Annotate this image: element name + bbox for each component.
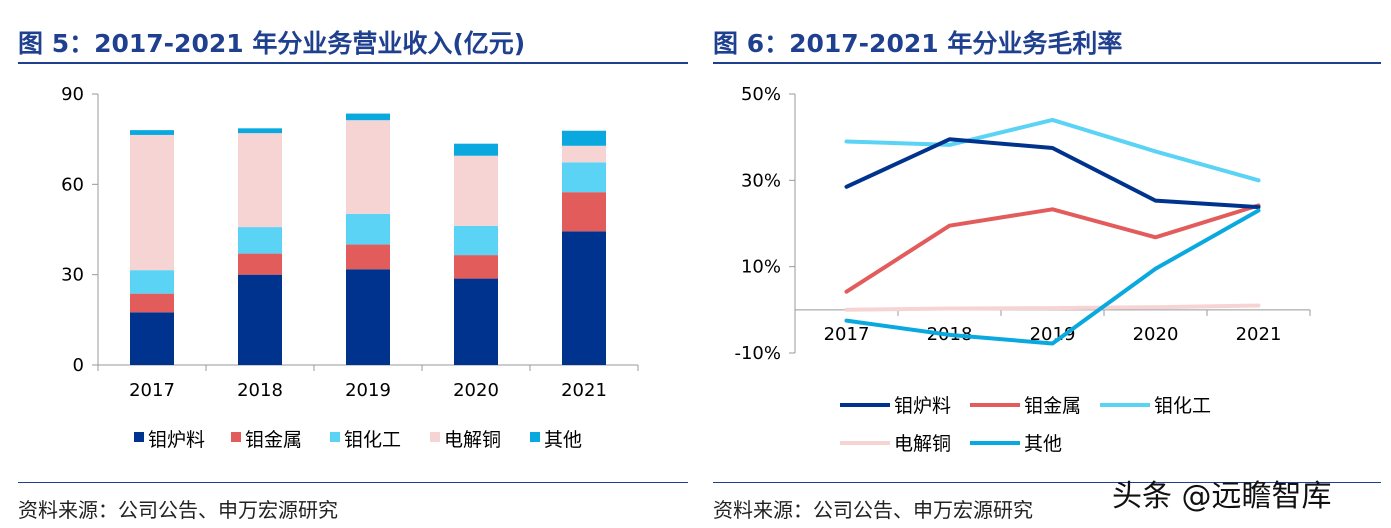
bar-segment: [346, 120, 390, 214]
bar-segment: [562, 130, 606, 146]
line-y-tick-label: -10%: [734, 343, 781, 364]
bar-segment: [562, 162, 606, 193]
bar-segment: [130, 134, 174, 271]
bar-legend-swatch: [231, 432, 241, 442]
bar-y-tick-label: 90: [61, 84, 84, 105]
line-x-tick-label: 2020: [1133, 324, 1179, 345]
bar-segment: [562, 145, 606, 163]
left-title-rule: [18, 62, 688, 64]
bar-segment: [130, 130, 174, 135]
left-footer-rule: [18, 482, 688, 483]
bar-x-tick-label: 2019: [345, 380, 391, 401]
left-source-note: 资料来源：公司公告、申万宏源研究: [18, 498, 338, 522]
line-legend-label: 钼炉料: [894, 395, 951, 417]
bar-segment: [130, 270, 174, 294]
bar-segment: [454, 143, 498, 156]
bar-x-tick-label: 2017: [129, 380, 175, 401]
line-legend-label: 钼化工: [1154, 395, 1211, 417]
bar-legend-swatch: [330, 432, 340, 442]
right-source-note: 资料来源：公司公告、申万宏源研究: [713, 498, 1033, 522]
bar-legend-label: 其他: [544, 429, 582, 451]
bar-segment: [454, 155, 498, 226]
line-x-tick-label: 2019: [1030, 324, 1076, 345]
bar-segment: [238, 128, 282, 134]
line-legend-label: 电解铜: [894, 433, 951, 455]
bar-legend-label: 钼炉料: [148, 429, 205, 451]
bar-legend-label: 电解铜: [444, 429, 501, 451]
right-title-rule: [713, 62, 1381, 64]
line-y-tick-label: 50%: [741, 84, 781, 105]
bar-segment: [346, 269, 390, 365]
bar-legend-swatch: [430, 432, 440, 442]
bar-segment: [562, 231, 606, 365]
watermark: 头条 @远瞻智库: [1112, 479, 1332, 514]
bar-legend-label: 钼化工: [344, 429, 401, 451]
series-line-钼化工: [844, 117, 1261, 183]
bar-segment: [238, 274, 282, 365]
line-x-tick-label: 2021: [1236, 324, 1282, 345]
bar-segment: [238, 133, 282, 228]
bar-x-tick-label: 2018: [237, 380, 283, 401]
line-legend-label: 钼金属: [1024, 395, 1081, 417]
bar-x-tick-label: 2021: [561, 380, 607, 401]
bar-legend-label: 钼金属: [245, 429, 302, 451]
bar-segment: [346, 244, 390, 270]
line-y-tick-label: 10%: [741, 257, 781, 278]
right-footer-rule: [713, 482, 1381, 483]
bar-segment: [454, 225, 498, 256]
bar-y-tick-label: 0: [73, 355, 84, 376]
bar-segment: [562, 192, 606, 232]
series-line-钼金属: [844, 203, 1261, 294]
line-x-tick-label: 2017: [824, 324, 870, 345]
bar-x-tick-label: 2020: [453, 380, 499, 401]
series-line-钼炉料: [844, 137, 1261, 210]
line-legend-label: 其他: [1024, 433, 1062, 455]
bar-legend-swatch: [134, 432, 144, 442]
bar-segment: [238, 253, 282, 275]
bar-segment: [130, 312, 174, 365]
bar-y-tick-label: 30: [61, 265, 84, 286]
bar-segment: [454, 278, 498, 365]
bar-segment: [454, 255, 498, 279]
bar-legend-swatch: [530, 432, 540, 442]
right-chart-title: 图 6：2017-2021 年分业务毛利率: [713, 29, 1123, 58]
left-chart-title: 图 5：2017-2021 年分业务营业收入(亿元): [18, 29, 526, 58]
bar-segment: [346, 213, 390, 245]
bar-segment: [346, 113, 390, 121]
bar-y-tick-label: 60: [61, 174, 84, 195]
series-line-其他: [844, 208, 1261, 346]
line-y-tick-label: 30%: [741, 170, 781, 191]
series-line-电解铜: [844, 303, 1261, 312]
bar-segment: [238, 227, 282, 254]
bar-segment: [130, 293, 174, 313]
